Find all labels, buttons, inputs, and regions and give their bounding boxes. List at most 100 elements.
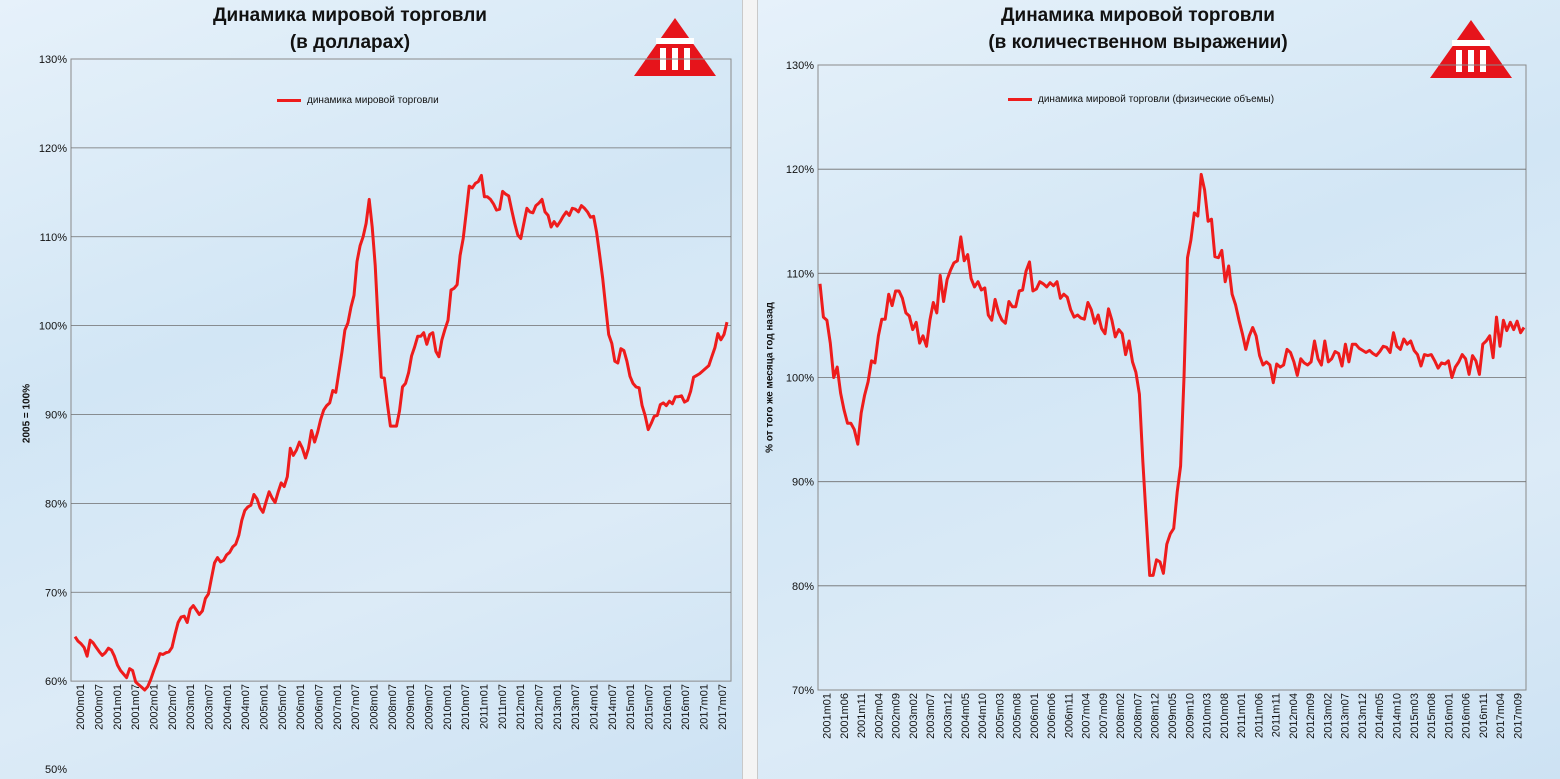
right-x-tick-label: 2007m09 <box>1098 693 1110 739</box>
left-x-tick-label: 2006m01 <box>295 684 307 730</box>
right-legend: динамика мировой торговли (физические об… <box>1008 94 1274 105</box>
left-y-tick-label: 100% <box>39 321 67 333</box>
right-series-line <box>818 172 1526 577</box>
left-x-tick-label: 2000m01 <box>75 684 87 730</box>
right-x-tick-label: 2012m09 <box>1305 693 1317 739</box>
left-x-tick-label: 2009m07 <box>424 684 436 730</box>
left-x-tick-label: 2004m01 <box>222 684 234 730</box>
left-chart-panel: Динамика мировой торговли (в долларах) 2… <box>0 0 742 779</box>
left-x-tick-label: 2015m01 <box>625 684 637 730</box>
right-x-tick-label: 2008m12 <box>1150 693 1162 739</box>
left-plot-frame <box>70 58 732 682</box>
right-x-tick-label: 2010m03 <box>1202 693 1214 739</box>
left-x-tick-label: 2013m01 <box>552 684 564 730</box>
left-x-tick-label: 2012m07 <box>534 684 546 730</box>
left-chart-title-line-2: (в долларах) <box>289 32 411 53</box>
right-legend-label: динамика мировой торговли (физические об… <box>1038 94 1275 105</box>
left-chart-title: Динамика мировой торговли (в долларах) <box>150 2 550 56</box>
right-x-tick-label: 2001m01 <box>822 693 834 739</box>
left-x-tick-label: 2010m07 <box>460 684 472 730</box>
left-x-tick-label: 2016m01 <box>662 684 674 730</box>
left-x-tick-label: 2014m01 <box>589 684 601 730</box>
right-x-tick-label: 2003m12 <box>943 693 955 739</box>
left-x-tick-label: 2011m01 <box>479 684 491 729</box>
right-x-tick-label: 2002m04 <box>873 693 885 739</box>
right-y-tick-label: 70% <box>792 685 814 697</box>
right-x-tick-label: 2011m11 <box>1271 693 1283 737</box>
right-x-tick-label: 2004m05 <box>960 693 972 739</box>
right-chart-title: Динамика мировой торговли (в количествен… <box>938 2 1338 56</box>
left-x-tick-label: 2017m07 <box>717 684 729 730</box>
right-logo-icon <box>1430 20 1512 78</box>
left-y-tick-label: 50% <box>45 764 67 776</box>
left-y-tick-label: 90% <box>45 410 67 422</box>
right-chart-title-line-2: (в количественном выражении) <box>988 32 1288 53</box>
left-x-tick-label: 2007m07 <box>350 684 362 730</box>
left-legend-swatch <box>277 99 301 102</box>
right-x-tick-label: 2009m10 <box>1184 693 1196 739</box>
right-y-tick-label: 110% <box>787 268 815 280</box>
right-x-tick-label: 2011m06 <box>1253 693 1265 738</box>
right-x-tick-label: 2006m06 <box>1046 693 1058 739</box>
right-x-tick-label: 2015m03 <box>1409 693 1421 739</box>
left-x-tick-label: 2002m01 <box>149 684 161 730</box>
left-y-tick-label: 60% <box>45 676 67 688</box>
left-x-tick-label: 2002m07 <box>167 684 179 730</box>
right-x-tick-label: 2013m02 <box>1322 693 1334 739</box>
left-x-tick-label: 2003m07 <box>204 684 216 730</box>
right-x-tick-label: 2009m05 <box>1167 693 1179 739</box>
right-x-tick-label: 2003m07 <box>925 693 937 739</box>
left-x-tick-label: 2012m01 <box>515 684 527 730</box>
right-y-tick-label: 90% <box>792 477 814 489</box>
right-x-tick-label: 2017m09 <box>1512 693 1524 739</box>
right-x-tick-label: 2010m08 <box>1219 693 1231 739</box>
left-x-tick-label: 2005m01 <box>259 684 271 730</box>
right-x-tick-label: 2004m10 <box>977 693 989 739</box>
left-x-tick-label: 2003m01 <box>185 684 197 730</box>
left-x-tick-label: 2001m01 <box>112 684 124 730</box>
left-x-tick-label: 2010m01 <box>442 684 454 730</box>
left-x-tick-label: 2001m07 <box>130 684 142 730</box>
right-legend-swatch <box>1008 98 1032 101</box>
left-x-tick-label: 2005m07 <box>277 684 289 730</box>
right-x-tick-label: 2006m01 <box>1029 693 1041 739</box>
left-y-tick-label: 80% <box>45 498 67 510</box>
right-x-tick-label: 2011m01 <box>1236 693 1248 738</box>
right-chart-panel: Динамика мировой торговли (в количествен… <box>758 0 1560 779</box>
left-legend-label: динамика мировой торговли <box>307 95 439 106</box>
right-y-tick-label: 120% <box>786 164 814 176</box>
left-legend: динамика мировой торговли <box>277 95 439 106</box>
right-x-tick-label: 2015m08 <box>1426 693 1438 739</box>
right-x-tick-label: 2001m06 <box>839 693 851 739</box>
left-y-tick-label: 130% <box>39 54 67 66</box>
right-y-tick-label: 100% <box>786 373 814 385</box>
right-x-tick-label: 2001m11 <box>856 693 868 738</box>
right-x-tick-label: 2017m04 <box>1495 693 1507 739</box>
right-x-tick-label: 2014m10 <box>1391 693 1403 739</box>
right-x-tick-label: 2014m05 <box>1374 693 1386 739</box>
left-y-tick-label: 120% <box>39 143 67 155</box>
right-x-tick-label: 2012m04 <box>1288 693 1300 739</box>
right-y-tick-label: 80% <box>792 581 814 593</box>
left-x-tick-label: 2009m01 <box>405 684 417 730</box>
right-x-tick-label: 2016m11 <box>1478 693 1490 738</box>
right-x-tick-label: 2005m03 <box>994 693 1006 739</box>
right-x-tick-label: 2013m07 <box>1340 693 1352 739</box>
panel-divider <box>742 0 758 779</box>
left-series-line <box>73 173 729 692</box>
right-x-tick-label: 2007m04 <box>1081 693 1093 739</box>
left-chart-title-line-1: Динамика мировой торговли <box>212 5 487 26</box>
left-y-tick-label: 110% <box>40 232 68 244</box>
left-x-tick-label: 2006m07 <box>314 684 326 730</box>
left-x-tick-label: 2014m07 <box>607 684 619 730</box>
left-x-tick-label: 2004m07 <box>240 684 252 730</box>
left-y-tick-label: 70% <box>45 587 67 599</box>
left-x-tick-label: 2017m01 <box>699 684 711 730</box>
right-chart-title-line-1: Динамика мировой торговли <box>1000 5 1275 26</box>
left-x-tick-label: 2015m07 <box>644 684 656 730</box>
right-x-tick-label: 2003m02 <box>908 693 920 739</box>
left-x-tick-label: 2000m07 <box>94 684 106 730</box>
right-x-tick-label: 2005m08 <box>1012 693 1024 739</box>
